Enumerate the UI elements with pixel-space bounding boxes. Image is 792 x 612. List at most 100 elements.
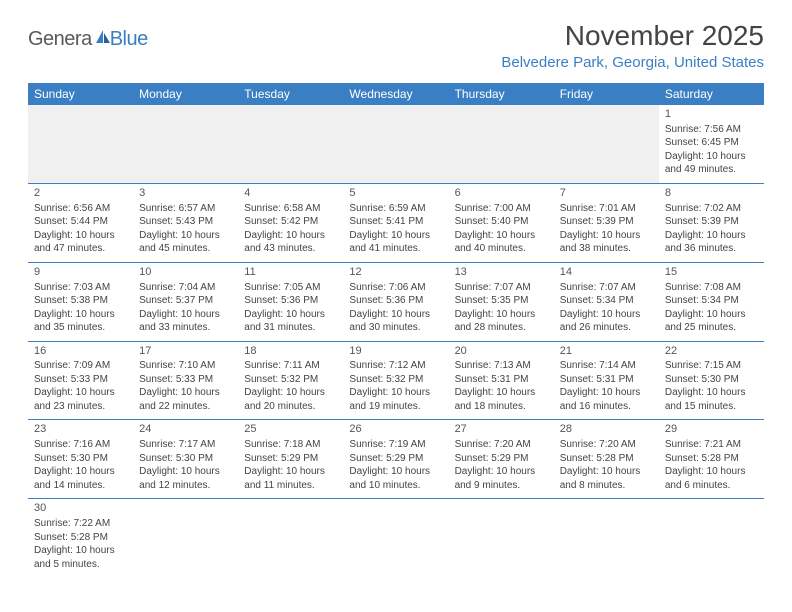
calendar-cell: 6Sunrise: 7:00 AMSunset: 5:40 PMDaylight… [449,183,554,262]
daylight-text: Daylight: 10 hours and 12 minutes. [139,465,232,492]
sunset-text: Sunset: 5:31 PM [455,373,548,387]
sunset-text: Sunset: 5:32 PM [349,373,442,387]
calendar-cell: 23Sunrise: 7:16 AMSunset: 5:30 PMDayligh… [28,420,133,499]
calendar-cell: 27Sunrise: 7:20 AMSunset: 5:29 PMDayligh… [449,420,554,499]
day-number: 19 [349,344,442,359]
daylight-text: Daylight: 10 hours and 16 minutes. [560,386,653,413]
calendar-week-row: 16Sunrise: 7:09 AMSunset: 5:33 PMDayligh… [28,341,764,420]
day-number: 18 [244,344,337,359]
sunset-text: Sunset: 5:37 PM [139,294,232,308]
calendar-cell [449,105,554,183]
sunrise-text: Sunrise: 7:17 AM [139,438,232,452]
calendar-cell: 14Sunrise: 7:07 AMSunset: 5:34 PMDayligh… [554,262,659,341]
calendar-cell [554,105,659,183]
sunrise-text: Sunrise: 7:09 AM [34,359,127,373]
sunrise-text: Sunrise: 7:04 AM [139,281,232,295]
calendar-cell: 8Sunrise: 7:02 AMSunset: 5:39 PMDaylight… [659,183,764,262]
sunrise-text: Sunrise: 7:20 AM [560,438,653,452]
daylight-text: Daylight: 10 hours and 11 minutes. [244,465,337,492]
calendar-cell: 29Sunrise: 7:21 AMSunset: 5:28 PMDayligh… [659,420,764,499]
daylight-text: Daylight: 10 hours and 6 minutes. [665,465,758,492]
sunset-text: Sunset: 5:32 PM [244,373,337,387]
calendar-cell: 9Sunrise: 7:03 AMSunset: 5:38 PMDaylight… [28,262,133,341]
day-number: 11 [244,265,337,280]
logo: Genera Blue [28,28,148,51]
sunset-text: Sunset: 5:35 PM [455,294,548,308]
calendar-cell: 28Sunrise: 7:20 AMSunset: 5:28 PMDayligh… [554,420,659,499]
daylight-text: Daylight: 10 hours and 8 minutes. [560,465,653,492]
calendar-cell [449,499,554,577]
day-number: 6 [455,186,548,201]
sunrise-text: Sunrise: 7:06 AM [349,281,442,295]
sunrise-text: Sunrise: 7:16 AM [34,438,127,452]
day-number: 21 [560,344,653,359]
sunset-text: Sunset: 5:28 PM [34,531,127,545]
day-number: 8 [665,186,758,201]
calendar-cell [659,499,764,577]
daylight-text: Daylight: 10 hours and 18 minutes. [455,386,548,413]
sunset-text: Sunset: 5:39 PM [665,215,758,229]
daylight-text: Daylight: 10 hours and 30 minutes. [349,308,442,335]
daylight-text: Daylight: 10 hours and 31 minutes. [244,308,337,335]
calendar-cell: 4Sunrise: 6:58 AMSunset: 5:42 PMDaylight… [238,183,343,262]
day-header-thursday: Thursday [449,83,554,105]
sunrise-text: Sunrise: 6:59 AM [349,202,442,216]
calendar-week-row: 30Sunrise: 7:22 AMSunset: 5:28 PMDayligh… [28,499,764,577]
calendar-cell: 26Sunrise: 7:19 AMSunset: 5:29 PMDayligh… [343,420,448,499]
sunset-text: Sunset: 5:28 PM [560,452,653,466]
calendar-cell: 11Sunrise: 7:05 AMSunset: 5:36 PMDayligh… [238,262,343,341]
sunset-text: Sunset: 5:36 PM [349,294,442,308]
daylight-text: Daylight: 10 hours and 10 minutes. [349,465,442,492]
calendar-cell: 13Sunrise: 7:07 AMSunset: 5:35 PMDayligh… [449,262,554,341]
sunrise-text: Sunrise: 6:58 AM [244,202,337,216]
sunrise-text: Sunrise: 7:14 AM [560,359,653,373]
calendar-cell: 30Sunrise: 7:22 AMSunset: 5:28 PMDayligh… [28,499,133,577]
sunrise-text: Sunrise: 7:18 AM [244,438,337,452]
sunrise-text: Sunrise: 7:56 AM [665,123,758,137]
calendar-cell: 22Sunrise: 7:15 AMSunset: 5:30 PMDayligh… [659,341,764,420]
sunrise-text: Sunrise: 7:03 AM [34,281,127,295]
day-number: 20 [455,344,548,359]
calendar-cell [554,499,659,577]
calendar-week-row: 1Sunrise: 7:56 AMSunset: 6:45 PMDaylight… [28,105,764,183]
daylight-text: Daylight: 10 hours and 20 minutes. [244,386,337,413]
title-block: November 2025 Belvedere Park, Georgia, U… [501,20,764,71]
calendar-cell [133,499,238,577]
calendar-cell: 1Sunrise: 7:56 AMSunset: 6:45 PMDaylight… [659,105,764,183]
daylight-text: Daylight: 10 hours and 36 minutes. [665,229,758,256]
day-number: 9 [34,265,127,280]
sunset-text: Sunset: 5:41 PM [349,215,442,229]
daylight-text: Daylight: 10 hours and 15 minutes. [665,386,758,413]
calendar-cell [133,105,238,183]
day-header-wednesday: Wednesday [343,83,448,105]
calendar-cell [238,105,343,183]
header: Genera Blue November 2025 Belvedere Park… [28,20,764,71]
page-title: November 2025 [501,20,764,52]
logo-text-blue: Blue [110,28,148,51]
sunset-text: Sunset: 5:33 PM [34,373,127,387]
sunset-text: Sunset: 5:33 PM [139,373,232,387]
day-number: 4 [244,186,337,201]
sunrise-text: Sunrise: 7:21 AM [665,438,758,452]
sunset-text: Sunset: 5:43 PM [139,215,232,229]
calendar-cell: 16Sunrise: 7:09 AMSunset: 5:33 PMDayligh… [28,341,133,420]
sunset-text: Sunset: 5:39 PM [560,215,653,229]
sunset-text: Sunset: 5:34 PM [665,294,758,308]
daylight-text: Daylight: 10 hours and 26 minutes. [560,308,653,335]
calendar-cell: 7Sunrise: 7:01 AMSunset: 5:39 PMDaylight… [554,183,659,262]
sunset-text: Sunset: 5:34 PM [560,294,653,308]
daylight-text: Daylight: 10 hours and 9 minutes. [455,465,548,492]
daylight-text: Daylight: 10 hours and 22 minutes. [139,386,232,413]
day-number: 26 [349,422,442,437]
day-number: 30 [34,501,127,516]
daylight-text: Daylight: 10 hours and 19 minutes. [349,386,442,413]
calendar-table: Sunday Monday Tuesday Wednesday Thursday… [28,83,764,577]
day-number: 15 [665,265,758,280]
sunset-text: Sunset: 5:29 PM [349,452,442,466]
day-number: 25 [244,422,337,437]
day-number: 17 [139,344,232,359]
calendar-cell: 2Sunrise: 6:56 AMSunset: 5:44 PMDaylight… [28,183,133,262]
calendar-cell: 10Sunrise: 7:04 AMSunset: 5:37 PMDayligh… [133,262,238,341]
sunrise-text: Sunrise: 7:02 AM [665,202,758,216]
daylight-text: Daylight: 10 hours and 14 minutes. [34,465,127,492]
